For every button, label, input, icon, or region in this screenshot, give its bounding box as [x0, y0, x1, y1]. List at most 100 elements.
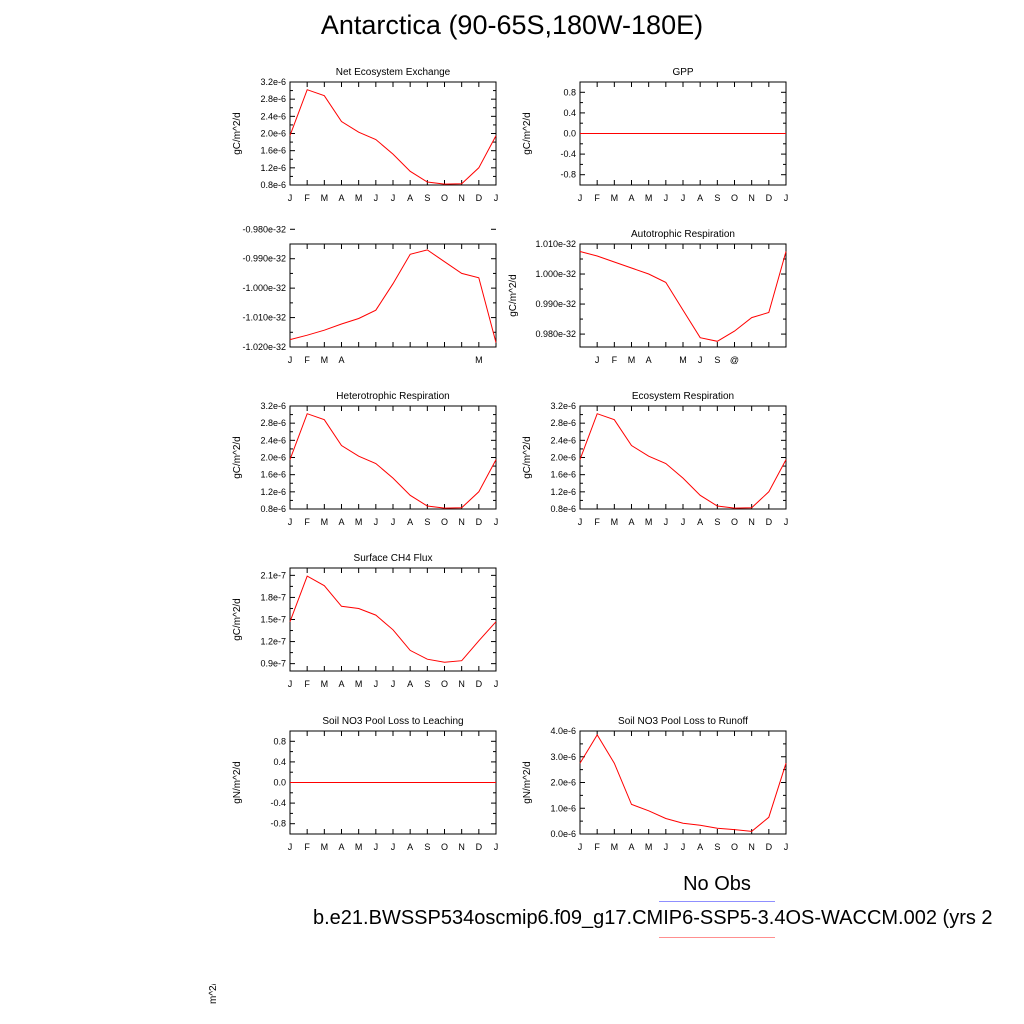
- x-tick-label: F: [612, 355, 618, 365]
- y-tick-label: 2.4e-6: [260, 435, 286, 445]
- y-tick-label: 0.4: [273, 757, 286, 767]
- x-tick-label: S: [424, 842, 430, 852]
- y-tick-label: 2.0e-6: [550, 453, 576, 463]
- x-tick-label: A: [338, 679, 344, 689]
- chart-heterotrophic-respiration: J F M A M J J A S O N D J0.8e-61.2e-61.6e-62.0e-62.4…: [232, 391, 498, 527]
- y-tick-label: 1.5e-7: [260, 615, 286, 625]
- x-tick-label: O: [731, 193, 738, 203]
- series-line: [579, 733, 787, 832]
- x-tick-label: M: [611, 193, 619, 203]
- x-tick-label: A: [628, 517, 634, 527]
- x-tick-label: A: [407, 517, 413, 527]
- chart-title: Net Ecosystem Exchange: [336, 67, 451, 78]
- x-tick-label: M: [321, 193, 329, 203]
- chart-title: Ecosystem Respiration: [632, 391, 734, 402]
- legend-obs-label: No Obs: [683, 873, 751, 895]
- x-tick-label: D: [476, 193, 483, 203]
- x-tick-label: O: [441, 517, 448, 527]
- x-tick-label: O: [441, 193, 448, 203]
- y-tick-label: 1.2e-6: [260, 487, 286, 497]
- series-line: [289, 575, 497, 663]
- y-tick-label: -1.020e-32: [242, 342, 286, 352]
- x-tick-label: M: [321, 355, 329, 365]
- series-line: [579, 413, 787, 509]
- y-tick-label: 0.9e-7: [260, 659, 286, 669]
- y-tick-label: 1.010e-32: [535, 239, 576, 249]
- y-tick-label: 1.6e-6: [260, 470, 286, 480]
- x-tick-label: N: [458, 193, 465, 203]
- series-line: [289, 89, 497, 185]
- x-tick-label: M: [628, 355, 636, 365]
- x-tick-label: N: [458, 842, 465, 852]
- x-tick-label: D: [476, 842, 483, 852]
- chart-title: Autotrophic Respiration: [631, 229, 735, 240]
- x-tick-label: J: [288, 355, 293, 365]
- chart-net-ecosystem-exchange: J F M A M J J A S O N D J0.8e-61.2e-61.6e-62.0e-62.4…: [232, 67, 498, 203]
- x-tick-label: F: [594, 193, 600, 203]
- y-tick-label: 2.0e-6: [260, 453, 286, 463]
- y-tick-label: -0.8: [270, 819, 286, 829]
- x-tick-label: J: [494, 842, 499, 852]
- x-tick-label: J: [288, 679, 293, 689]
- x-tick-label: @: [730, 355, 739, 365]
- x-tick-label: O: [441, 679, 448, 689]
- y-tick-label: 0.8e-6: [260, 180, 286, 190]
- y-tick-label: -0.990e-32: [242, 254, 286, 264]
- x-tick-label: J: [494, 517, 499, 527]
- y-axis-label: gN/m^2/d: [522, 761, 533, 804]
- x-tick-label: A: [407, 679, 413, 689]
- x-tick-label: S: [424, 193, 430, 203]
- x-tick-label: D: [476, 679, 483, 689]
- x-tick-label: J: [664, 842, 669, 852]
- x-tick-label: F: [594, 842, 600, 852]
- x-tick-label: F: [304, 193, 310, 203]
- x-tick-label: F: [304, 679, 310, 689]
- x-tick-label: M: [611, 517, 619, 527]
- x-tick-label: S: [714, 193, 720, 203]
- x-tick-label: D: [766, 193, 773, 203]
- y-tick-label: 0.990e-32: [535, 299, 576, 309]
- y-tick-label: 0.8e-6: [550, 504, 576, 514]
- y-axis-label: gC/m^2/d: [508, 274, 519, 317]
- chart-ecosystem-respiration: J F M A M J J A S O N D J0.8e-61.2e-61.6e-62.0e-62.4…: [522, 391, 788, 527]
- series-line: [289, 249, 497, 343]
- x-tick-label: S: [424, 679, 430, 689]
- chart-soil-no3-runoff: J F M A M J J A S O N D J0.0e-61.0e-62.0e-63.0e-64.0…: [522, 716, 788, 852]
- y-tick-label: 1.2e-6: [550, 487, 576, 497]
- chart-surface-ch4-flux: J F M A M J J A S O N D J0.9e-71.2e-71.5e-71.8e-72.1…: [232, 553, 498, 689]
- y-tick-label: -1.010e-32: [242, 313, 286, 323]
- y-axis-label: gN/m^2/d: [232, 761, 243, 804]
- x-tick-label: J: [288, 517, 293, 527]
- x-tick-label: M: [645, 193, 653, 203]
- x-tick-label: M: [355, 517, 363, 527]
- y-tick-label: 1.6e-6: [550, 470, 576, 480]
- x-tick-label: J: [494, 193, 499, 203]
- plot-frame: [579, 243, 787, 348]
- y-tick-label: 1.2e-6: [260, 163, 286, 173]
- y-tick-label: 0.8: [563, 87, 576, 97]
- x-tick-label: N: [748, 517, 755, 527]
- y-tick-label: 0.0e-6: [550, 829, 576, 839]
- x-tick-label: D: [766, 842, 773, 852]
- legend-case-line: [659, 937, 775, 938]
- y-axis-label: gC/m^2/d: [232, 436, 243, 479]
- series-line: [579, 251, 787, 342]
- x-tick-label: S: [714, 355, 720, 365]
- x-tick-label: N: [748, 193, 755, 203]
- x-tick-label: J: [288, 193, 293, 203]
- x-tick-label: M: [679, 355, 687, 365]
- x-tick-label: J: [391, 193, 396, 203]
- x-tick-label: J: [595, 355, 600, 365]
- x-tick-label: A: [338, 355, 344, 365]
- x-tick-label: O: [441, 842, 448, 852]
- x-tick-label: M: [645, 517, 653, 527]
- x-tick-label: A: [628, 842, 634, 852]
- x-tick-label: J: [391, 842, 396, 852]
- y-tick-label: 3.0e-6: [550, 752, 576, 762]
- x-tick-label: J: [578, 193, 583, 203]
- y-tick-label: 2.8e-6: [260, 418, 286, 428]
- x-tick-label: J: [784, 842, 789, 852]
- x-tick-label: J: [494, 679, 499, 689]
- stray-axis-label: m^2/d: [208, 984, 219, 1004]
